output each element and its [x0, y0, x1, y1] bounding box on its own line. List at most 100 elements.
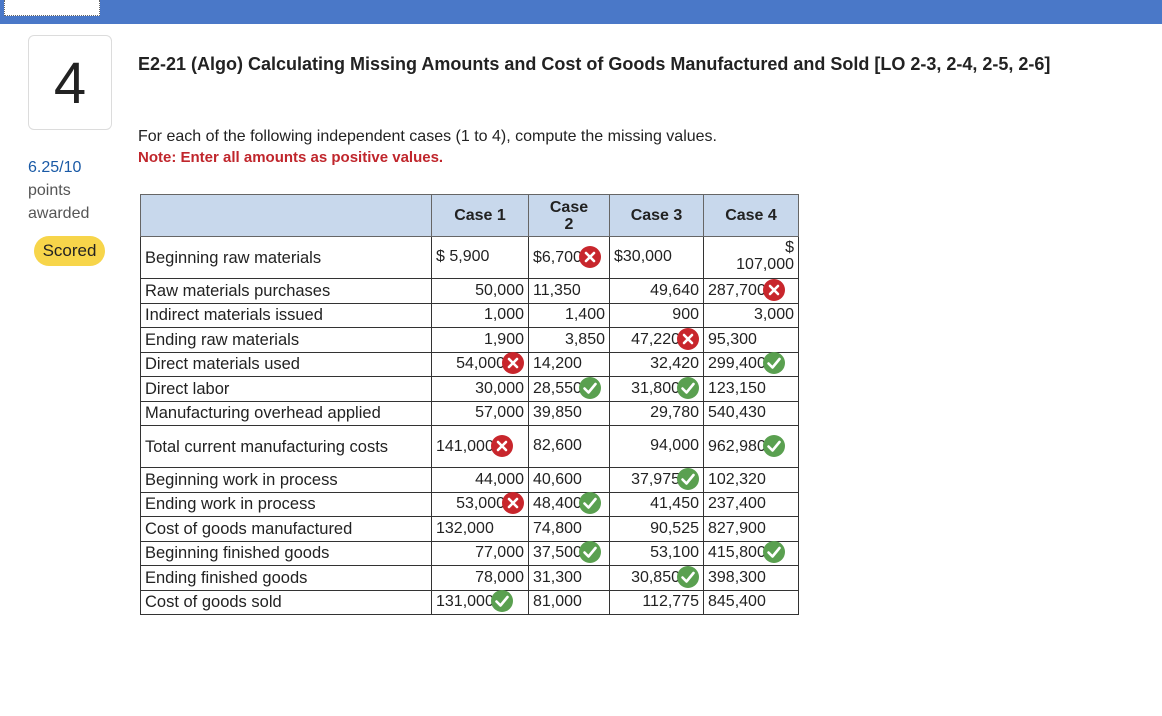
- cell-value: 49,640: [650, 281, 699, 299]
- row-label: Ending finished goods: [140, 565, 432, 591]
- cell-case-3[interactable]: 112,775: [609, 589, 704, 615]
- cell-case-2[interactable]: 1,400: [528, 302, 610, 328]
- cell-case-2[interactable]: 82,600: [528, 425, 610, 468]
- x-circle-icon: [502, 352, 524, 375]
- cell-case-2[interactable]: 39,850: [528, 400, 610, 426]
- cell-case-3[interactable]: 47,220: [609, 327, 704, 353]
- cell-value: 237,400: [708, 495, 766, 513]
- cell-case-1[interactable]: 57,000: [431, 400, 529, 426]
- cell-case-2[interactable]: 48,400: [528, 491, 610, 517]
- check-circle-icon: [762, 541, 785, 564]
- cell-value: 82,600: [533, 437, 582, 455]
- cell-value: 141,000: [436, 437, 494, 455]
- check-circle-icon: [677, 467, 699, 490]
- cell-case-3[interactable]: 41,450: [609, 491, 704, 517]
- cell-case-1[interactable]: 78,000: [431, 565, 529, 591]
- row-label: Direct labor: [140, 376, 432, 402]
- points-label: points: [28, 182, 71, 199]
- cell-case-4[interactable]: 299,400: [703, 351, 799, 377]
- cell-case-4[interactable]: 845,400: [703, 589, 799, 615]
- cell-case-2[interactable]: 3,850: [528, 327, 610, 353]
- cell-value: 78,000: [475, 568, 524, 586]
- cell-case-4[interactable]: 123,150: [703, 376, 799, 402]
- answer-table: Case 1 Case 2 Case 3 Case 4 Beginning ra…: [140, 194, 799, 615]
- cell-case-4[interactable]: 287,700: [703, 278, 799, 304]
- cell-case-1[interactable]: 30,000: [431, 376, 529, 402]
- cell-case-4[interactable]: 3,000: [703, 302, 799, 328]
- cell-value: 299,400: [708, 355, 766, 373]
- cell-case-3[interactable]: 30,850: [609, 565, 704, 591]
- cell-case-1[interactable]: 1,900: [431, 327, 529, 353]
- cell-case-1[interactable]: 1,000: [431, 302, 529, 328]
- cell-case-3[interactable]: 94,000: [609, 425, 704, 468]
- cell-case-2[interactable]: 40,600: [528, 467, 610, 493]
- cell-case-4[interactable]: 540,430: [703, 400, 799, 426]
- cell-case-4[interactable]: 398,300: [703, 565, 799, 591]
- cell-value: 32,420: [650, 355, 699, 373]
- cell-value: 48,400: [533, 495, 582, 513]
- cell-case-2[interactable]: 74,800: [528, 516, 610, 542]
- cell-case-2[interactable]: 81,000: [528, 589, 610, 615]
- cell-case-1[interactable]: 54,000: [431, 351, 529, 377]
- cell-case-4[interactable]: 237,400: [703, 491, 799, 517]
- cell-value: 900: [672, 306, 699, 324]
- cell-case-1[interactable]: 132,000: [431, 516, 529, 542]
- cell-value: 287,700: [708, 281, 766, 299]
- cell-case-1[interactable]: 50,000: [431, 278, 529, 304]
- currency-symbol: $: [785, 239, 794, 256]
- check-circle-icon: [762, 352, 785, 375]
- cell-case-4[interactable]: 95,300: [703, 327, 799, 353]
- top-tab[interactable]: [4, 0, 100, 16]
- cell-case-1[interactable]: $ 5,900: [431, 236, 529, 279]
- table-row: Beginning finished goods 77,000 37,500 53,1…: [140, 540, 799, 566]
- cell-value: 77,000: [475, 544, 524, 562]
- table-body: Beginning raw materials $ 5,900 $6,700 $30,…: [140, 236, 799, 615]
- cell-value: 44,000: [475, 470, 524, 488]
- cell-case-3[interactable]: 31,800: [609, 376, 704, 402]
- cell-case-1[interactable]: 141,000: [431, 425, 529, 468]
- cell-case-1[interactable]: 131,000: [431, 589, 529, 615]
- cell-case-4[interactable]: $107,000: [703, 236, 799, 279]
- cell-value: $30,000: [614, 248, 672, 266]
- cell-case-3[interactable]: 53,100: [609, 540, 704, 566]
- table-row: Indirect materials issued 1,000 1,400 900 3,…: [140, 302, 799, 328]
- cell-case-2[interactable]: 37,500: [528, 540, 610, 566]
- cell-case-2[interactable]: 28,550: [528, 376, 610, 402]
- cell-case-2[interactable]: 14,200: [528, 351, 610, 377]
- cell-case-1[interactable]: 77,000: [431, 540, 529, 566]
- cell-case-1[interactable]: 53,000: [431, 491, 529, 517]
- cell-value: $ 5,900: [436, 248, 490, 266]
- cell-case-3[interactable]: 37,975: [609, 467, 704, 493]
- table-row: Raw materials purchases 50,000 11,350 49,64…: [140, 278, 799, 304]
- cell-case-3[interactable]: 49,640: [609, 278, 704, 304]
- cell-case-2[interactable]: 31,300: [528, 565, 610, 591]
- cell-case-2[interactable]: $6,700: [528, 236, 610, 279]
- cell-case-2[interactable]: 11,350: [528, 278, 610, 304]
- cell-case-3[interactable]: 32,420: [609, 351, 704, 377]
- points-awarded: 6.25/10 points awarded: [28, 156, 128, 225]
- cell-case-4[interactable]: 827,900: [703, 516, 799, 542]
- header-blank: [140, 194, 432, 237]
- cell-value: 102,320: [708, 470, 766, 488]
- question-number: 4: [28, 35, 112, 130]
- cell-case-1[interactable]: 44,000: [431, 467, 529, 493]
- cell-value: 1,000: [483, 306, 524, 324]
- table-row: Beginning work in process 44,000 40,600 37,…: [140, 467, 799, 493]
- cell-case-4[interactable]: 102,320: [703, 467, 799, 493]
- cell-case-3[interactable]: 900: [609, 302, 704, 328]
- cell-case-4[interactable]: 415,800: [703, 540, 799, 566]
- row-label: Beginning finished goods: [140, 540, 432, 566]
- cell-value: 107,000: [736, 256, 794, 273]
- table-row: Direct materials used 54,000 14,200 32,420 2…: [140, 351, 799, 377]
- cell-case-3[interactable]: 29,780: [609, 400, 704, 426]
- cell-value: 1,400: [564, 306, 605, 324]
- row-label: Ending work in process: [140, 491, 432, 517]
- row-label: Beginning raw materials: [140, 236, 432, 279]
- cell-case-4[interactable]: 962,980: [703, 425, 799, 468]
- row-label: Cost of goods sold: [140, 589, 432, 615]
- table-row: Manufacturing overhead applied 57,000 39,8…: [140, 400, 799, 426]
- cell-case-3[interactable]: $30,000: [609, 236, 704, 279]
- cell-value: 30,000: [475, 379, 524, 397]
- table-row: Cost of goods manufactured 132,000 74,800 9…: [140, 516, 799, 542]
- cell-case-3[interactable]: 90,525: [609, 516, 704, 542]
